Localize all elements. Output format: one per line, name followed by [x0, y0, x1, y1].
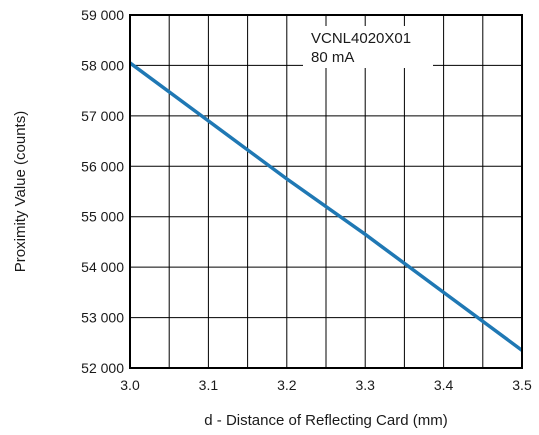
tick-labels: 3.0 3.1 3.2 3.3 3.4 3.5 52 000 53 000 54 000 55 0… [81, 7, 532, 393]
y-tick-label: 53 000 [81, 310, 124, 326]
y-tick-label: 56 000 [81, 158, 124, 174]
y-tick-label: 58 000 [81, 57, 124, 73]
x-tick-label: 3.4 [434, 377, 454, 393]
y-axis-title: Proximity Value (counts) [12, 111, 29, 272]
annotation-background [303, 26, 433, 68]
y-tick-label: 55 000 [81, 209, 124, 225]
y-tick-label: 52 000 [81, 360, 124, 376]
x-axis-title: d - Distance of Reflecting Card (mm) [204, 412, 447, 429]
y-tick-label: 59 000 [81, 7, 124, 23]
y-tick-label: 57 000 [81, 108, 124, 124]
x-tick-label: 3.1 [199, 377, 219, 393]
series-line-0 [128, 61, 524, 352]
annotation-box: VCNL4020X01 80 mA [303, 26, 433, 68]
annotation-current: 80 mA [311, 49, 354, 66]
series-layer [128, 61, 524, 352]
x-tick-label: 3.2 [277, 377, 297, 393]
grid [130, 15, 522, 368]
annotation-device: VCNL4020X01 [311, 30, 411, 47]
x-tick-label: 3.0 [120, 377, 140, 393]
y-tick-label: 54 000 [81, 259, 124, 275]
x-tick-label: 3.5 [512, 377, 532, 393]
plot-frame [129, 14, 523, 369]
x-tick-label: 3.3 [355, 377, 375, 393]
